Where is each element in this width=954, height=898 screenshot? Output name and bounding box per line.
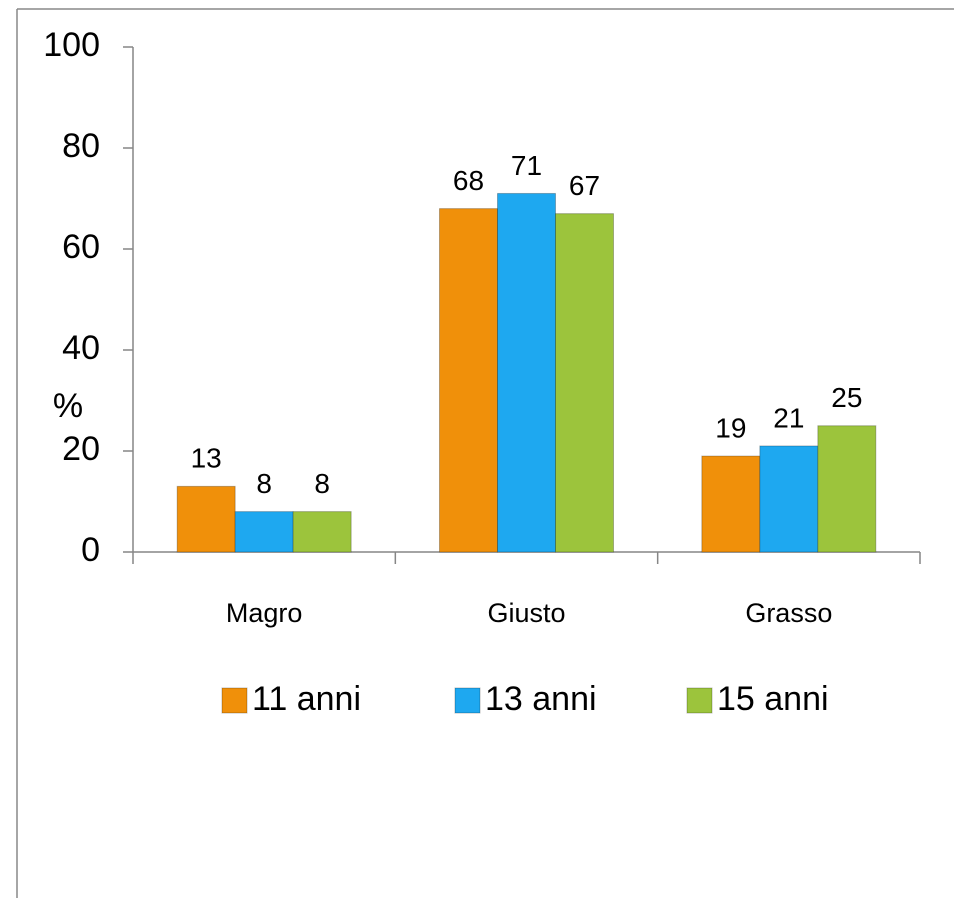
legend-label: 11 anni (252, 680, 361, 718)
bar (759, 445, 819, 553)
y-tick-label: 60 (62, 228, 100, 266)
data-label: 68 (453, 165, 484, 196)
data-label: 13 (191, 443, 222, 474)
data-label: 21 (773, 402, 804, 433)
bar (555, 213, 614, 553)
legend-swatch (221, 687, 248, 714)
legend-label: 13 anni (485, 680, 597, 718)
data-label: 19 (715, 412, 746, 443)
y-axis-label: % (53, 387, 83, 425)
legend-label: 15 anni (717, 680, 829, 718)
data-label: 71 (511, 150, 542, 181)
x-tick-label: Giusto (487, 598, 565, 628)
y-tick-label: 0 (81, 531, 100, 569)
data-label: 67 (569, 170, 600, 201)
y-tick-label: 80 (62, 127, 100, 165)
bar (701, 455, 761, 553)
bar (234, 511, 294, 553)
bar (497, 192, 556, 553)
y-tick-label: 100 (43, 26, 100, 64)
data-label: 25 (831, 382, 862, 413)
bar (817, 425, 877, 553)
data-label: 8 (314, 468, 330, 499)
x-tick-label: Magro (226, 598, 303, 628)
y-tick-label: 20 (62, 430, 100, 468)
data-label: 8 (256, 468, 272, 499)
legend-swatch (454, 687, 481, 714)
y-tick-label: 40 (62, 329, 100, 367)
x-tick-label: Grasso (745, 598, 832, 628)
bar (176, 485, 236, 553)
legend-swatch (686, 687, 713, 714)
bar (439, 208, 498, 553)
bar (292, 511, 352, 553)
